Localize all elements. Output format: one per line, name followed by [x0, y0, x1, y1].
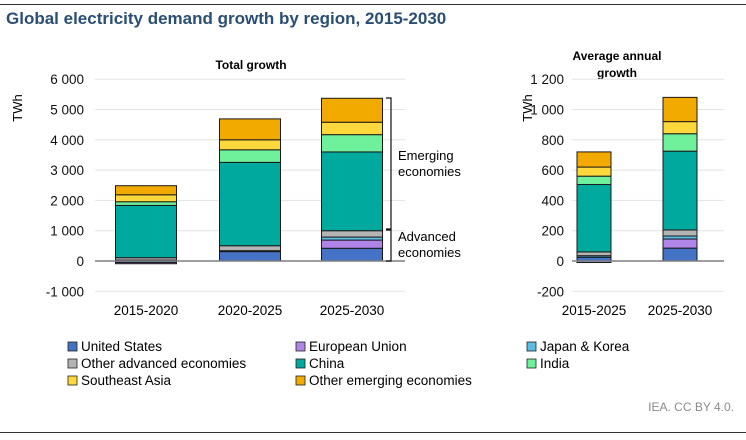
bar-segment-india	[576, 175, 612, 185]
legend-label: United States	[81, 339, 162, 354]
y-tick-label: -1 000	[46, 284, 84, 299]
panel-title: Total growth	[215, 58, 286, 72]
legend-swatch	[526, 341, 537, 352]
annotation-line: Emerging	[398, 148, 454, 163]
y-tick-label: 200	[541, 224, 564, 239]
bar-segment-china	[576, 183, 612, 253]
bar-segment-china	[662, 150, 698, 231]
legend-label: China	[309, 356, 345, 371]
bottom-rule	[0, 432, 746, 433]
bar-segment-india	[115, 201, 177, 206]
y-tick-label: 800	[541, 133, 564, 148]
legend-swatch	[67, 375, 78, 386]
bar-segment-china	[115, 204, 177, 259]
legend-label: European Union	[309, 339, 407, 354]
bar-segment-united-states	[662, 247, 698, 262]
y-tick-label: 4 000	[50, 133, 84, 148]
bar-segment-india	[321, 134, 383, 153]
bar-segment-southeast-asia	[219, 139, 281, 151]
bar-segment-southeast-asia	[662, 121, 698, 135]
bar-segment-southeast-asia	[576, 166, 612, 177]
bar-segment-other-advanced-economies	[662, 229, 698, 237]
y-tick-label: 1 000	[530, 103, 564, 118]
bracket-advanced	[386, 229, 392, 262]
credit-text: IEA. CC BY 4.0.	[648, 400, 734, 414]
x-tick-label: 2015-2025	[562, 303, 627, 318]
legend-swatch	[295, 341, 306, 352]
y-tick-label: 0	[76, 254, 84, 269]
legend-swatch	[295, 375, 306, 386]
legend-label: India	[540, 356, 570, 371]
legend-label: Other advanced economies	[81, 356, 246, 371]
y-tick-label: 6 000	[50, 72, 84, 87]
bracket-emerging	[386, 97, 392, 230]
bar-segment-southeast-asia	[115, 194, 177, 203]
y-tick-label: 600	[541, 163, 564, 178]
y-tick-label: 5 000	[50, 103, 84, 118]
bar-segment-european-union	[321, 239, 383, 249]
annotation-line: economies	[398, 245, 461, 260]
bar-segment-china	[219, 161, 281, 247]
y-tick-label: 400	[541, 193, 564, 208]
chart-title: Global electricity demand growth by regi…	[6, 9, 447, 28]
legend-swatch	[295, 358, 306, 369]
bar-segment-other-advanced-economies	[321, 230, 383, 238]
y-axis-label: TWh	[520, 94, 535, 121]
x-tick-label: 2025-2030	[320, 303, 385, 318]
legend-label: Japan & Korea	[540, 339, 630, 354]
bar-segment-india	[219, 149, 281, 163]
bar-segment-european-union	[115, 262, 177, 265]
bar-segment-other-emerging-economies	[576, 151, 612, 168]
bar-segment-southeast-asia	[321, 121, 383, 136]
y-tick-label: 1 000	[50, 224, 84, 239]
bar-segment-united-states	[219, 251, 281, 262]
legend-label: Other emerging economies	[309, 373, 472, 388]
y-tick-label: 0	[556, 254, 564, 269]
bar-segment-united-states	[321, 247, 383, 262]
x-tick-label: 2015-2020	[114, 303, 179, 318]
y-tick-label: 2 000	[50, 193, 84, 208]
legend-swatch	[67, 341, 78, 352]
bar-segment-china	[321, 151, 383, 232]
top-rule	[0, 4, 746, 5]
bar-segment-india	[662, 133, 698, 152]
y-axis-label: TWh	[10, 94, 25, 121]
bar-segment-other-emerging-economies	[662, 96, 698, 123]
legend-label: Southeast Asia	[81, 373, 172, 388]
bar-segment-other-emerging-economies	[219, 118, 281, 141]
panel-title: Average annual growth	[573, 49, 662, 80]
annotation-line: Advanced	[398, 229, 456, 244]
bar-segment-other-advanced-economies	[219, 245, 281, 252]
x-tick-label: 2025-2030	[648, 303, 713, 318]
x-tick-label: 2020-2025	[218, 303, 283, 318]
bar-segment-other-emerging-economies	[115, 185, 177, 196]
y-tick-label: -200	[537, 284, 564, 299]
bar-segment-other-emerging-economies	[321, 97, 383, 123]
annotation-line: economies	[398, 164, 461, 179]
y-tick-label: 3 000	[50, 163, 84, 178]
bar-segment-european-union	[662, 238, 698, 249]
legend-swatch	[526, 358, 537, 369]
legend-swatch	[67, 358, 78, 369]
y-tick-label: 1 200	[530, 72, 564, 87]
bar-segment-other-advanced-economies	[576, 251, 612, 257]
